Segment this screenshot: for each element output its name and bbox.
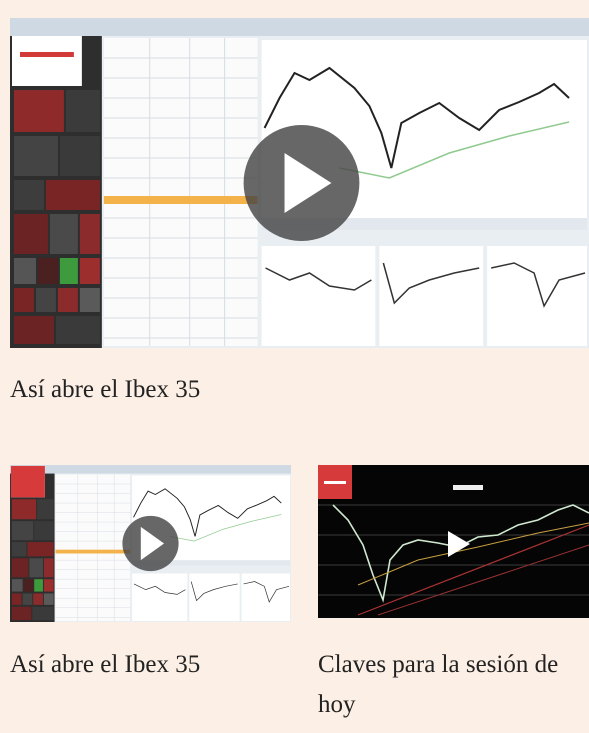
thumbnail-image [10,18,589,348]
video-thumbnail[interactable] [10,18,589,348]
video-title[interactable]: Así abre el Ibex 35 [10,370,580,410]
video-thumbnail[interactable] [10,465,291,622]
video-list: Así abre el Ibex 35 Así abre el Ibex 35 … [0,0,589,733]
video-title[interactable]: Así abre el Ibex 35 [10,645,290,685]
thumbnail-image [10,465,291,622]
video-title[interactable]: Claves para la sesión de hoy [318,645,586,725]
video-thumbnail[interactable] [318,465,589,618]
thumbnail-image [318,465,589,618]
